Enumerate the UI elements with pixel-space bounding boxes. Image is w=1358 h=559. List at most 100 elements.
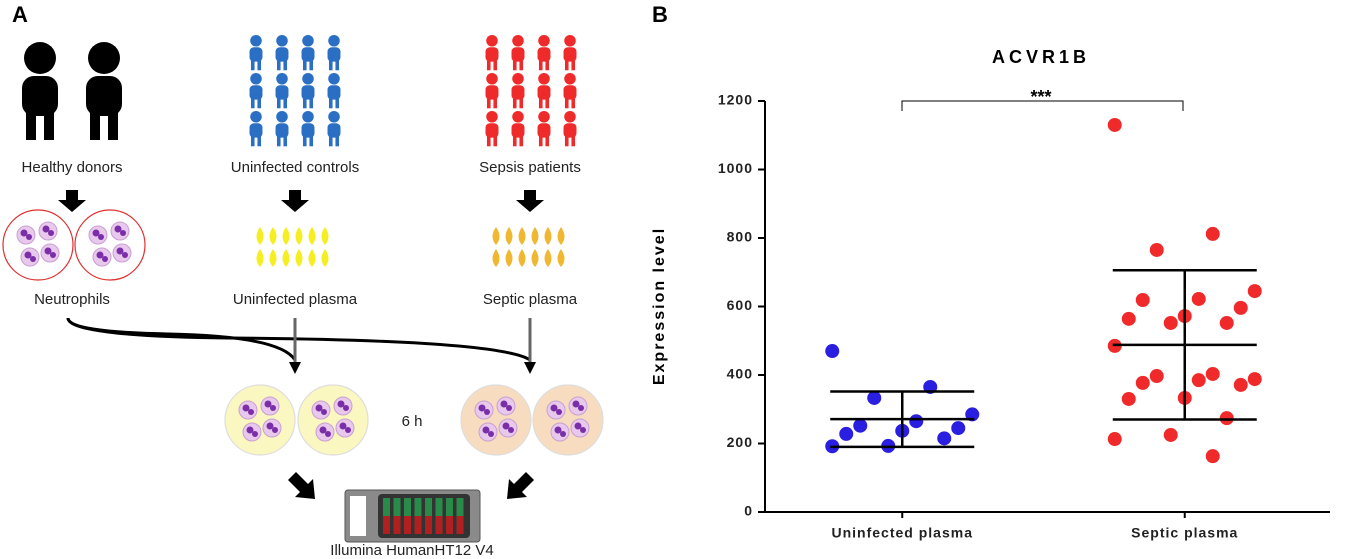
bracket [901, 100, 1184, 111]
well [532, 384, 604, 456]
nucleus [482, 426, 490, 434]
person-leg [335, 98, 340, 109]
nucleus [500, 400, 508, 408]
person-leg [90, 112, 100, 140]
person-body [249, 85, 263, 100]
y-tick-label: 1000 [718, 160, 753, 176]
nucleus [114, 225, 122, 233]
person-leg [283, 98, 288, 109]
droplet [308, 227, 316, 245]
person-leg [335, 60, 340, 71]
person-body [301, 85, 315, 100]
dot [951, 421, 966, 436]
person-head [538, 35, 550, 47]
chip-lane [446, 516, 453, 534]
person-leg [302, 136, 307, 147]
person-head [276, 35, 288, 47]
person-leg [571, 98, 576, 109]
panel-label: A [12, 2, 28, 27]
droplet [256, 227, 264, 245]
person-leg [571, 60, 576, 71]
person-leg [545, 136, 550, 147]
droplet [282, 249, 290, 267]
nucleus [556, 409, 562, 415]
person-leg [564, 60, 569, 71]
person-leg [44, 112, 54, 140]
person-body [86, 76, 122, 116]
person-head [486, 35, 498, 47]
duration: 6 h [402, 413, 423, 430]
platform-label: Illumina HumanHT12 V4 [330, 542, 493, 559]
person-head [276, 73, 288, 85]
block-arrow [507, 472, 534, 499]
chip-lane [456, 516, 464, 534]
dot [1205, 226, 1220, 241]
person-body [537, 47, 551, 62]
droplet [557, 227, 565, 245]
person-head [302, 35, 314, 47]
dot [1219, 411, 1234, 426]
person-body [327, 85, 341, 100]
person-body [485, 47, 499, 62]
person-body [563, 123, 577, 138]
dot [825, 344, 840, 359]
person-leg [276, 136, 281, 147]
person-body [327, 47, 341, 62]
person-head [564, 73, 576, 85]
diagram-art [2, 35, 604, 534]
flow-line [66, 317, 531, 362]
dot [1233, 377, 1248, 392]
panel-label: B [652, 2, 668, 27]
person-head [328, 35, 340, 47]
down-arrow [516, 190, 544, 212]
person-leg [486, 60, 491, 71]
dot [1121, 311, 1136, 326]
person-head [486, 111, 498, 123]
person-body [563, 47, 577, 62]
person-leg [486, 98, 491, 109]
person-leg [545, 98, 550, 109]
person-head [276, 111, 288, 123]
person-body [327, 123, 341, 138]
person-leg [335, 136, 340, 147]
nucleus [50, 252, 56, 258]
nucleus [321, 409, 327, 415]
dot [1149, 369, 1164, 384]
person-leg [519, 98, 524, 109]
person-body [22, 76, 58, 116]
droplet [256, 249, 264, 267]
person-leg [564, 136, 569, 147]
person-leg [564, 98, 569, 109]
person-leg [302, 98, 307, 109]
dot [1233, 300, 1248, 315]
person-head [564, 35, 576, 47]
y-tick-label: 0 [744, 503, 753, 519]
sample-label: Neutrophils [34, 291, 110, 308]
nucleus [478, 404, 486, 412]
nucleus [488, 431, 494, 437]
nucleus [578, 405, 584, 411]
person-head [486, 73, 498, 85]
person-body [275, 47, 289, 62]
y-tick-label: 800 [727, 229, 753, 245]
dot [1163, 427, 1178, 442]
person-head [538, 73, 550, 85]
person-leg [538, 98, 543, 109]
nucleus [337, 400, 345, 408]
nucleus [343, 405, 349, 411]
person-leg [328, 98, 333, 109]
person-body [275, 85, 289, 100]
nucleus [48, 230, 54, 236]
person-body [275, 123, 289, 138]
person-head [250, 111, 262, 123]
x-tick-label: Septic plasma [1131, 525, 1238, 541]
person-leg [328, 60, 333, 71]
nucleus [20, 229, 28, 237]
person-leg [538, 60, 543, 71]
dot [867, 390, 882, 405]
person-head [302, 73, 314, 85]
nucleus [246, 426, 254, 434]
person-head [24, 42, 56, 74]
dot [1107, 117, 1122, 132]
y-tick-label: 600 [727, 297, 753, 313]
